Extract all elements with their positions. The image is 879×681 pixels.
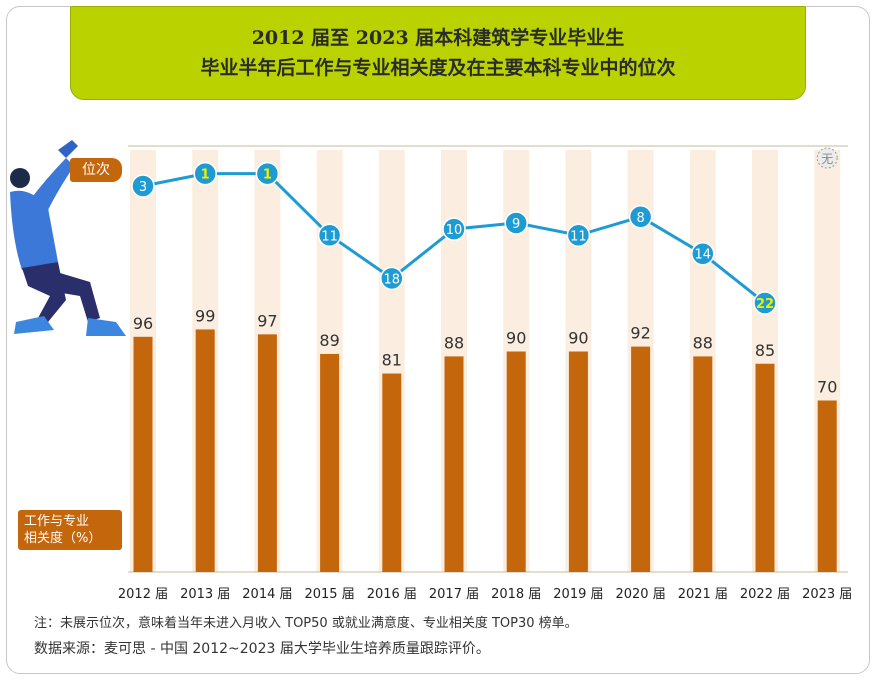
chart-title-line1: 2012 届至 2023 届本科建筑学专业毕业生 [251, 27, 625, 49]
x-tick-label: 2019 届 [553, 587, 603, 602]
rank-point-5 [442, 217, 466, 241]
bar-5 [444, 356, 464, 572]
bar-6 [506, 351, 526, 572]
x-tick-label: 2023 届 [802, 587, 852, 602]
column-backgrounds [130, 150, 841, 572]
bar-value-label: 97 [257, 311, 277, 330]
bar-7 [568, 351, 588, 572]
bar-0 [133, 336, 153, 572]
rank-missing-label: 无 [821, 152, 833, 166]
bar-1 [195, 329, 215, 572]
bar-value-label: 90 [506, 329, 526, 348]
rank-label: 11 [570, 229, 587, 244]
rank-point-0 [131, 174, 155, 198]
rank-label: 8 [636, 211, 644, 226]
rank-point-2 [255, 161, 280, 186]
bar-value-labels: 96 99 97 89 81 88 90 90 92 88 85 70 [133, 306, 838, 396]
rank-label: 1 [201, 168, 210, 183]
rank-label: 22 [756, 297, 774, 312]
x-tick-label: 2013 届 [180, 587, 230, 602]
rank-label: 18 [384, 272, 401, 287]
x-tick-label: 2022 届 [740, 587, 790, 602]
rank-point-1 [193, 161, 217, 186]
x-tick-labels: 2012 届 2013 届 2014 届 2015 届 2016 届 2017 届 2018… [118, 587, 852, 602]
bar-value-label: 88 [444, 333, 464, 352]
rank-point-8 [628, 205, 653, 229]
relevance-legend-tag: 工作与专业 相关度（%） [18, 510, 122, 550]
bar-11 [817, 400, 837, 572]
bar-3 [320, 353, 340, 572]
x-tick-label: 2015 届 [304, 587, 354, 602]
bar-value-label: 99 [195, 306, 215, 325]
rank-label: 11 [321, 229, 338, 244]
relevance-legend-line2: 相关度（%） [24, 531, 102, 546]
bar-value-label: 89 [319, 331, 339, 350]
bar-value-label: 88 [693, 333, 713, 352]
x-tick-label: 2021 届 [678, 587, 728, 602]
bar-2 [257, 334, 277, 572]
rank-label: 10 [446, 223, 463, 238]
bar-value-label: 90 [568, 329, 588, 348]
x-tick-label: 2020 届 [615, 587, 665, 602]
bar-10 [755, 363, 775, 572]
rank-point-9 [691, 241, 715, 266]
bar-8 [631, 346, 651, 572]
rank-label: 9 [512, 217, 520, 232]
source-note: 数据来源：麦可思 - 中国 2012~2023 届大学毕业生培养质量跟踪评价。 [34, 641, 490, 657]
climbing-person-illustration [10, 140, 126, 336]
bar-9 [693, 356, 713, 572]
rank-point-7 [566, 223, 591, 248]
x-tick-label: 2016 届 [367, 587, 417, 602]
rank-label: 3 [139, 180, 147, 195]
bar-value-label: 96 [133, 314, 153, 333]
rank-point-3 [317, 223, 342, 248]
rank-label: 1 [263, 168, 272, 183]
chart-title-line2: 毕业半年后工作与专业相关度及在主要本科专业中的位次 [200, 57, 676, 79]
rank-point-4 [380, 266, 404, 291]
rank-point-6 [504, 211, 528, 235]
bar-value-label: 81 [382, 351, 402, 370]
rank-missing-marker [816, 147, 838, 169]
x-tick-label: 2014 届 [242, 587, 292, 602]
relevance-legend-line1: 工作与专业 [24, 514, 90, 529]
rank-point-10 [753, 291, 777, 315]
chart-title-banner: 2012 届至 2023 届本科建筑学专业毕业生 毕业半年后工作与专业相关度及在… [70, 6, 806, 100]
bar-value-label: 85 [755, 341, 775, 360]
x-tick-label: 2012 届 [118, 587, 168, 602]
bar-series [133, 329, 837, 572]
bar-value-label: 70 [817, 378, 837, 397]
bar-4 [382, 373, 402, 572]
x-tick-label: 2018 届 [491, 587, 541, 602]
x-tick-label: 2017 届 [429, 587, 479, 602]
rank-legend-tag: 位次 [70, 158, 122, 182]
footnote: 注：未展示位次，意味着当年未进入月收入 TOP50 或就业满意度、专业相关度 T… [34, 616, 578, 631]
bar-value-label: 92 [630, 324, 650, 343]
rank-label: 14 [695, 248, 712, 263]
